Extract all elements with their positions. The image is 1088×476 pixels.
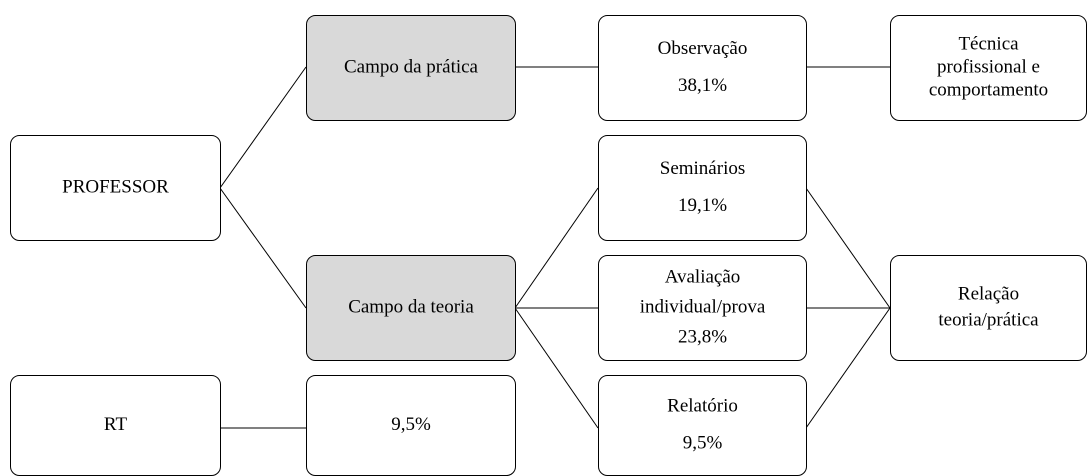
node-label: 9,5% [391, 414, 431, 435]
node-label: Observação [658, 38, 748, 59]
node: Seminários 19,1% [598, 135, 807, 241]
node-label: PROFESSOR [62, 176, 169, 197]
connector [514, 187, 599, 309]
node-label: 23,8% [678, 326, 727, 347]
node-box [10, 135, 221, 241]
connector [514, 307, 599, 429]
node-label: 9,5% [683, 432, 723, 453]
node-box [598, 135, 807, 241]
node-label: Técnica [958, 33, 1019, 54]
connectors [219, 66, 891, 429]
node: RT [10, 375, 221, 476]
node-label: RT [104, 414, 128, 435]
node-label: 38,1% [678, 75, 727, 96]
node: Campo da teoria [306, 255, 516, 361]
connector [219, 66, 307, 189]
node-label: individual/prova [640, 296, 766, 317]
node: Relação teoria/prática [890, 255, 1087, 361]
node-label: Relação [958, 283, 1019, 304]
node-label: Seminários [660, 158, 746, 179]
node-label: Relatório [667, 395, 738, 416]
node-label: profissional e [937, 56, 1040, 77]
node-box [598, 375, 807, 476]
node: 9,5% [306, 375, 516, 476]
node-label: comportamento [929, 79, 1048, 100]
connector [805, 187, 891, 309]
node: PROFESSOR [10, 135, 221, 241]
connector [219, 187, 307, 309]
node: Observação 38,1% [598, 15, 807, 121]
node-box [598, 15, 807, 121]
node: Relatório 9,5% [598, 375, 807, 476]
node-label: Campo da teoria [348, 296, 474, 317]
connector [805, 307, 891, 429]
node-box [890, 15, 1087, 121]
node: Campo da prática [306, 15, 516, 121]
node-label: 19,1% [678, 195, 727, 216]
node-box [598, 255, 807, 361]
node-box [306, 255, 516, 361]
node-box [890, 255, 1087, 361]
node: Avaliação individual/prova 23,8% [598, 255, 807, 361]
node-label: teoria/prática [938, 309, 1039, 330]
node-label: Avaliação [665, 266, 741, 287]
node-label: Campo da prática [344, 56, 479, 77]
node-box [306, 15, 516, 121]
